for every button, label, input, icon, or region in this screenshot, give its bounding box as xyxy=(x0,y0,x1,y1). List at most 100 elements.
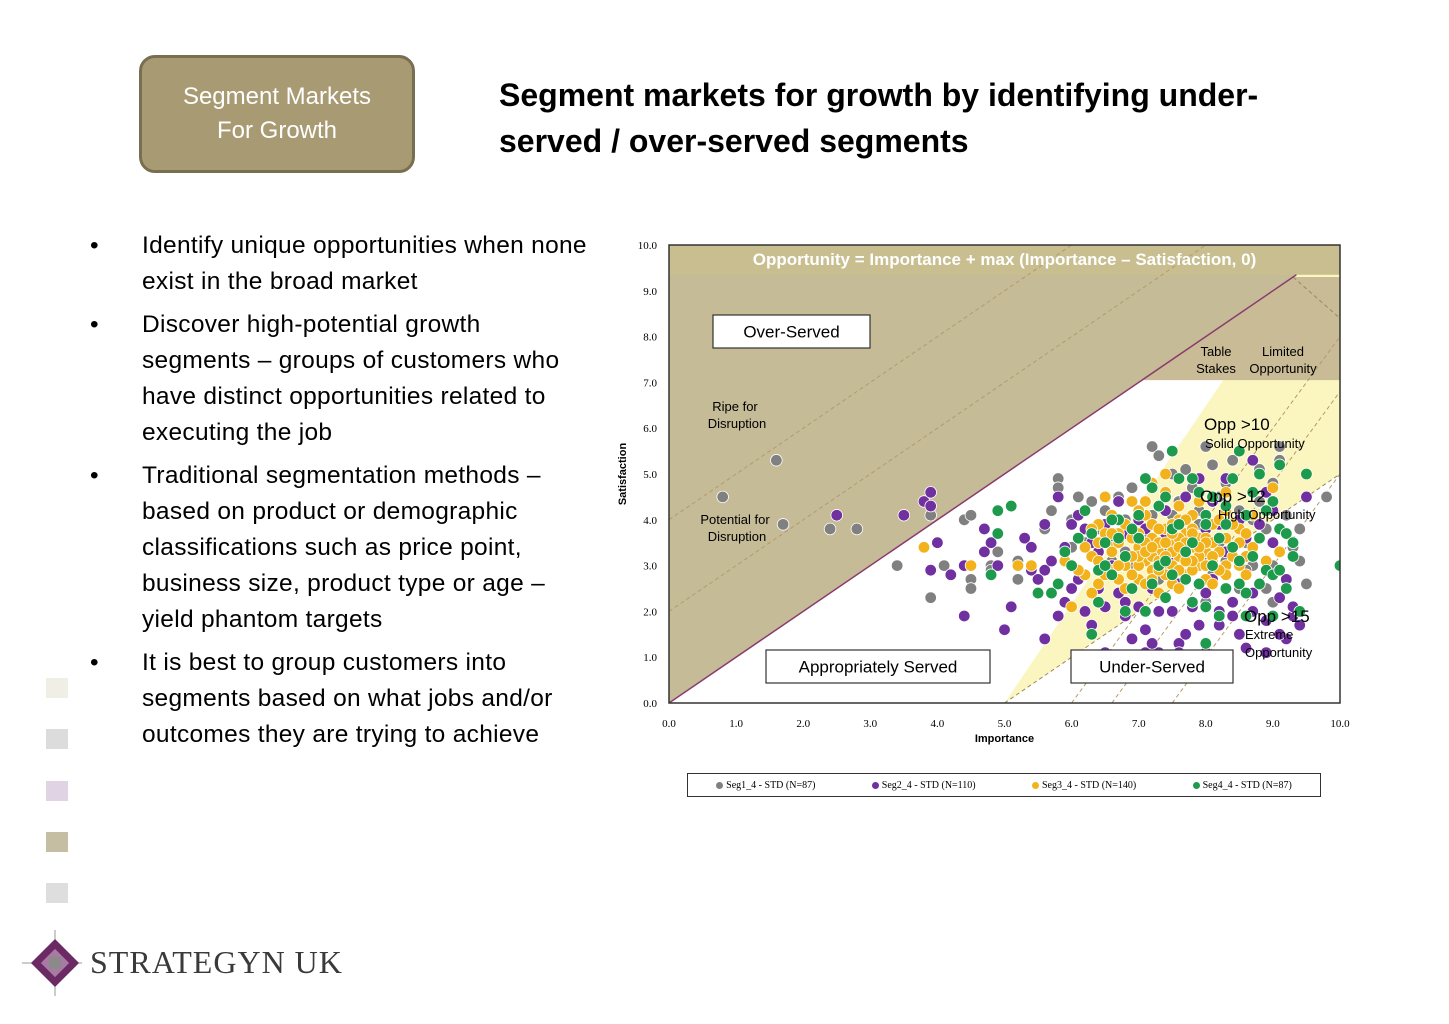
data-point xyxy=(1105,568,1119,581)
data-point xyxy=(964,582,978,595)
opp10-sub-label: Solid Opportunity xyxy=(1205,436,1305,451)
data-point xyxy=(1166,568,1179,581)
data-point xyxy=(1119,605,1132,618)
data-point xyxy=(1179,490,1192,504)
data-point xyxy=(1192,486,1206,499)
data-point xyxy=(1239,568,1253,581)
chart-legend: Seg1_4 - STD (N=87) Seg2_4 - STD (N=110) S… xyxy=(687,773,1321,797)
data-point xyxy=(1253,495,1266,508)
table-stakes-region xyxy=(1142,277,1340,381)
data-point xyxy=(1300,577,1313,591)
formula-label: Opportunity = Importance + max (Importan… xyxy=(753,250,1257,269)
limited-label-1: Limited xyxy=(1262,344,1304,359)
opp15-label: Opp >15 xyxy=(1244,607,1310,626)
bullet-item: Identify unique opportunities when none … xyxy=(90,228,590,300)
data-point xyxy=(1005,600,1018,614)
data-point xyxy=(1266,495,1280,508)
x-tick-label: 10.0 xyxy=(1330,718,1350,730)
data-point xyxy=(1233,444,1246,458)
potential-label-1: Potential for xyxy=(700,512,770,527)
data-point xyxy=(1233,577,1246,591)
iso-opportunity-line xyxy=(669,245,1072,521)
data-point xyxy=(1166,444,1179,458)
bullet-item: It is best to group customers into segme… xyxy=(90,645,590,753)
data-point xyxy=(1152,499,1166,513)
data-point xyxy=(964,559,978,572)
data-point xyxy=(1098,536,1112,549)
data-point xyxy=(1199,586,1213,600)
data-point xyxy=(1018,531,1031,545)
data-point xyxy=(1038,563,1051,577)
x-tick-label: 9.0 xyxy=(1266,718,1280,730)
data-point xyxy=(991,559,1004,572)
data-point xyxy=(1025,541,1038,554)
x-tick-label: 2.0 xyxy=(796,718,810,730)
data-point xyxy=(931,536,944,549)
data-point xyxy=(1132,531,1145,545)
data-point xyxy=(1159,554,1172,568)
data-point xyxy=(1226,541,1239,554)
x-tick-label: 8.0 xyxy=(1199,718,1213,730)
data-point xyxy=(1239,509,1253,522)
data-point xyxy=(1226,454,1239,467)
data-point xyxy=(1273,563,1286,577)
decor-square-5 xyxy=(46,883,68,903)
strategyn-logo-icon xyxy=(22,930,82,996)
y-tick-label: 3.0 xyxy=(643,561,657,573)
limited-label-2: Opportunity xyxy=(1249,361,1317,376)
legend-item: Seg3_4 - STD (N=140) xyxy=(1031,780,1136,791)
data-point xyxy=(1186,536,1199,549)
data-point xyxy=(1025,559,1038,572)
data-point xyxy=(1286,536,1300,549)
over-served-label-box xyxy=(712,314,871,349)
data-point xyxy=(1206,490,1219,504)
data-point xyxy=(1132,509,1145,522)
y-tick-label: 7.0 xyxy=(643,377,657,389)
data-point xyxy=(1145,440,1159,453)
plot-frame xyxy=(668,244,1341,704)
data-point xyxy=(1152,605,1166,618)
data-point xyxy=(1192,577,1206,591)
data-point xyxy=(1253,531,1266,545)
data-point xyxy=(1145,481,1159,494)
data-point xyxy=(1085,628,1098,641)
formula-band xyxy=(669,245,1340,275)
data-point xyxy=(1233,554,1246,568)
data-point xyxy=(1058,545,1072,559)
data-point xyxy=(1078,541,1092,554)
data-point xyxy=(1172,518,1186,531)
data-point xyxy=(1139,623,1152,636)
decor-square-1 xyxy=(46,678,68,698)
data-point xyxy=(1072,531,1085,545)
badge-line-2: For Growth xyxy=(216,117,338,144)
data-point xyxy=(1293,618,1306,632)
data-point xyxy=(984,568,998,581)
data-point xyxy=(978,522,991,536)
data-point xyxy=(924,486,937,499)
data-point xyxy=(1253,518,1266,531)
data-point xyxy=(1085,527,1098,540)
y-tick-label: 9.0 xyxy=(643,286,657,298)
data-point xyxy=(1293,522,1306,536)
data-point xyxy=(1159,467,1172,481)
legend-marker-icon xyxy=(1031,781,1039,789)
data-point xyxy=(1125,481,1139,494)
data-point xyxy=(1112,531,1125,545)
data-point xyxy=(1045,586,1058,600)
data-point xyxy=(1092,596,1105,609)
data-point xyxy=(1280,509,1293,522)
data-point xyxy=(1078,605,1092,618)
data-point xyxy=(1112,495,1125,508)
x-tick-label: 5.0 xyxy=(998,718,1012,730)
data-point xyxy=(1206,458,1219,472)
data-point xyxy=(1300,467,1313,481)
data-point xyxy=(1219,499,1233,513)
data-point xyxy=(1011,559,1025,572)
data-point xyxy=(1333,559,1340,572)
data-point xyxy=(1273,458,1286,472)
data-point xyxy=(1125,495,1139,508)
data-point xyxy=(991,527,1004,540)
data-point xyxy=(1098,490,1112,504)
data-point xyxy=(1139,495,1152,508)
table-stakes-label-1: Table xyxy=(1200,344,1231,359)
